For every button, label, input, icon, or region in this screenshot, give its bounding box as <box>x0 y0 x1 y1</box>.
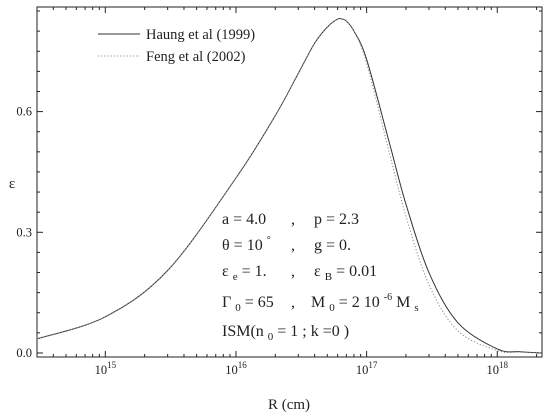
y-axis-ticks: 0.0 0.3 0.6 <box>16 10 542 360</box>
annotation-line-3: ε e = 1. , ε B = 0.01 <box>222 263 377 284</box>
legend-label-haung: Haung et al (1999) <box>146 27 255 43</box>
x-axis-ticks: 1015 1016 1017 1018 <box>36 7 538 377</box>
annotation-line-5: ISM(n 0 = 1 ; k =0 ) <box>222 323 349 344</box>
x-tick-label: 1018 <box>487 360 509 377</box>
y-tick-label: 0.6 <box>16 105 32 119</box>
x-tick-label: 1016 <box>225 360 247 377</box>
x-tick-label: 1017 <box>356 360 378 377</box>
series-line-haung <box>36 17 543 354</box>
y-tick-label: 0.3 <box>16 225 32 239</box>
x-tick-label: 1015 <box>95 360 117 377</box>
annotation-line-2: θ = 10 ° , g = 0. <box>222 230 351 254</box>
annotation-line-1: a = 4.0 , p = 2.3 <box>222 211 359 228</box>
series-layer <box>36 17 543 354</box>
y-axis-title: ε <box>9 176 15 192</box>
y-tick-label: 0.0 <box>16 346 32 360</box>
series-line-feng <box>36 17 543 354</box>
parameter-annotations: a = 4.0 , p = 2.3 θ = 10 ° , g = 0. ε e … <box>222 211 419 344</box>
annotation-line-4: Γ 0 = 65 , M 0 = 2 10 -6 M s <box>222 287 419 315</box>
legend: Haung et al (1999) Feng et al (2002) <box>98 27 255 65</box>
legend-label-feng: Feng et al (2002) <box>146 49 246 65</box>
x-axis-title: R (cm) <box>268 397 310 413</box>
plot-frame <box>36 6 543 358</box>
